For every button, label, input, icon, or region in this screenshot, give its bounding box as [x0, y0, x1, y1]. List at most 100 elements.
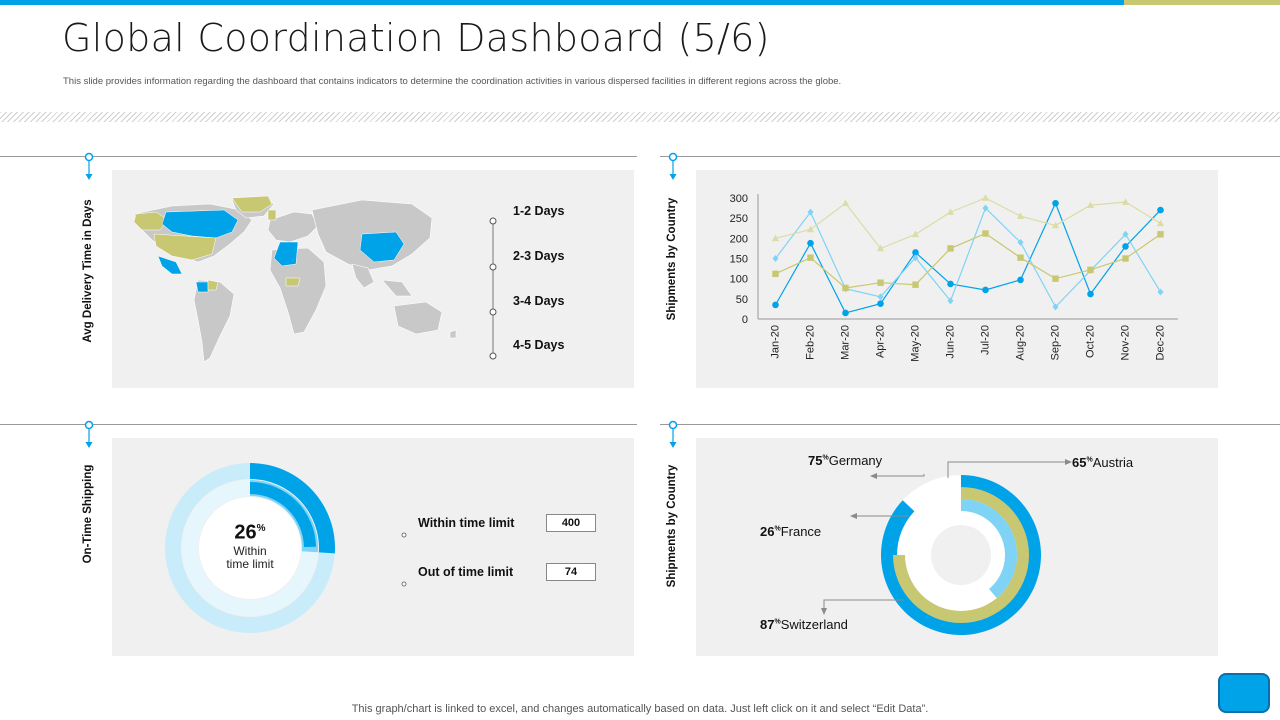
- data-point-series-3: [1017, 254, 1024, 261]
- ontime-panel: 26% Within time limit Within time limit …: [112, 438, 634, 656]
- x-tick-label: Sep-20: [1049, 325, 1061, 360]
- delivery-map-panel: 1-2 Days 2-3 Days 3-4 Days 4-5 Days: [112, 170, 634, 388]
- donut-label-germany: 75%Germany: [808, 453, 883, 468]
- series-line-3: [775, 232, 1161, 289]
- x-tick-label: May-20: [909, 325, 921, 362]
- ring-outer-value: [250, 463, 335, 554]
- x-tick-label: Jul-20: [979, 325, 991, 355]
- ontime-center-line2: time limit: [226, 556, 274, 571]
- data-point-series-0: [842, 309, 849, 317]
- region-venezuela: [207, 279, 219, 291]
- data-point-series-0: [1052, 199, 1059, 207]
- data-point-series-3: [1052, 275, 1059, 282]
- pin-marker-icon: [84, 420, 94, 448]
- leader-germany: [876, 474, 925, 477]
- pin-marker-icon: [84, 152, 94, 180]
- data-point-series-0: [982, 286, 989, 294]
- x-tick-label: Dec-20: [1154, 325, 1166, 360]
- x-tick-label: Feb-20: [804, 325, 816, 360]
- region-iceland: [267, 209, 277, 221]
- ontime-center-value: 26: [234, 521, 257, 544]
- data-point-series-3: [1122, 255, 1129, 262]
- data-point-series-1: [807, 208, 814, 216]
- data-point-series-0: [1087, 290, 1094, 298]
- data-point-series-3: [877, 279, 884, 286]
- data-point-series-1: [947, 297, 954, 305]
- section-divider: [0, 156, 637, 157]
- region-usa: [153, 233, 217, 261]
- data-point-series-1: [772, 255, 779, 262]
- data-point-series-3: [982, 230, 989, 237]
- shipments-line-panel: 0 50 100 150 200 250 300 Jan-20 Feb-20 Mar-20 Apr-…: [696, 170, 1218, 388]
- footer-note: This graph/chart is linked to excel, and…: [351, 703, 929, 715]
- data-point-series-0: [912, 249, 919, 256]
- data-point-series-3: [772, 270, 779, 278]
- section-divider: [660, 156, 1280, 157]
- donut-label-france: 26%France: [760, 524, 822, 539]
- y-tick-label: 250: [730, 213, 748, 225]
- shipments-line-chart: 0 50 100 150 200 250 300 Jan-20 Feb-20 Mar-20 Apr-…: [730, 193, 1178, 362]
- shipments-line-panel-label: Shipments by Country: [666, 197, 678, 321]
- section-divider: [0, 424, 637, 425]
- data-point-series-2: [981, 194, 990, 201]
- region-mexico: [157, 255, 183, 275]
- shipments-donut-chart: [821, 459, 1072, 635]
- ring-inner-highlight: [250, 482, 316, 547]
- y-tick-label: 50: [736, 294, 748, 306]
- data-point-series-3: [1157, 231, 1164, 238]
- section-divider: [660, 424, 1280, 425]
- region-china: [359, 231, 405, 263]
- data-point-series-2: [841, 199, 850, 207]
- region-nigeria: [285, 277, 301, 287]
- data-point-series-1: [982, 204, 989, 212]
- donut-label-austria: 65%Austria: [1072, 455, 1134, 470]
- leader-switzerland: [823, 599, 904, 610]
- data-point-series-2: [911, 230, 920, 238]
- out-of-time-limit-label: Out of time limit: [418, 565, 514, 579]
- legend-item-2-3-days: 2-3 Days: [513, 249, 565, 263]
- pin-marker-icon: [668, 420, 678, 448]
- region-algeria: [273, 241, 299, 267]
- y-tick-label: 200: [730, 233, 748, 245]
- data-point-series-0: [807, 239, 814, 247]
- data-point-series-1: [877, 293, 884, 301]
- series-line-0: [774, 201, 1161, 314]
- data-point-series-3: [1087, 266, 1094, 273]
- ontime-center: 26% Within time limit: [208, 518, 292, 571]
- x-tick-label: Jan-20: [769, 325, 781, 359]
- world-map: [133, 195, 457, 363]
- arrowhead-icon: [1065, 459, 1072, 465]
- data-point-series-2: [806, 225, 815, 233]
- ontime-center-unit: %: [256, 523, 266, 534]
- y-tick-label: 300: [730, 193, 748, 205]
- y-tick-label: 100: [730, 274, 748, 286]
- y-tick-label: 150: [730, 254, 748, 266]
- data-point-series-0: [877, 300, 884, 307]
- leader-austria: [947, 461, 1066, 478]
- hatch-divider: [0, 112, 1280, 122]
- x-tick-label: Mar-20: [839, 325, 851, 360]
- data-point-series-2: [1016, 212, 1025, 219]
- data-point-series-0: [1122, 243, 1129, 250]
- x-tick-label: Oct-20: [1084, 325, 1096, 358]
- legend-item-4-5-days: 4-5 Days: [513, 338, 565, 352]
- x-tick-label: Aug-20: [1014, 325, 1026, 360]
- within-time-limit-value: 400: [546, 514, 596, 532]
- arrowhead-icon: [850, 513, 857, 519]
- pin-marker-icon: [668, 152, 678, 180]
- data-point-series-1: [1122, 230, 1129, 238]
- within-time-limit-label: Within time limit: [418, 516, 515, 530]
- data-point-series-2: [1121, 198, 1130, 205]
- donut-label-switzerland: 87%Switzerland: [760, 617, 848, 632]
- data-point-series-3: [912, 281, 919, 288]
- data-point-series-1: [912, 254, 919, 262]
- corner-action-button[interactable]: [1218, 673, 1270, 713]
- data-point-series-1: [1052, 303, 1059, 311]
- arrowhead-icon: [821, 608, 827, 615]
- top-accent-bar-blue: [0, 0, 1124, 5]
- data-point-series-0: [772, 301, 779, 309]
- donut-center: [931, 525, 991, 585]
- arrowhead-icon: [870, 473, 877, 479]
- ontime-donut-chart: [164, 463, 335, 633]
- legend-item-3-4-days: 3-4 Days: [513, 294, 565, 308]
